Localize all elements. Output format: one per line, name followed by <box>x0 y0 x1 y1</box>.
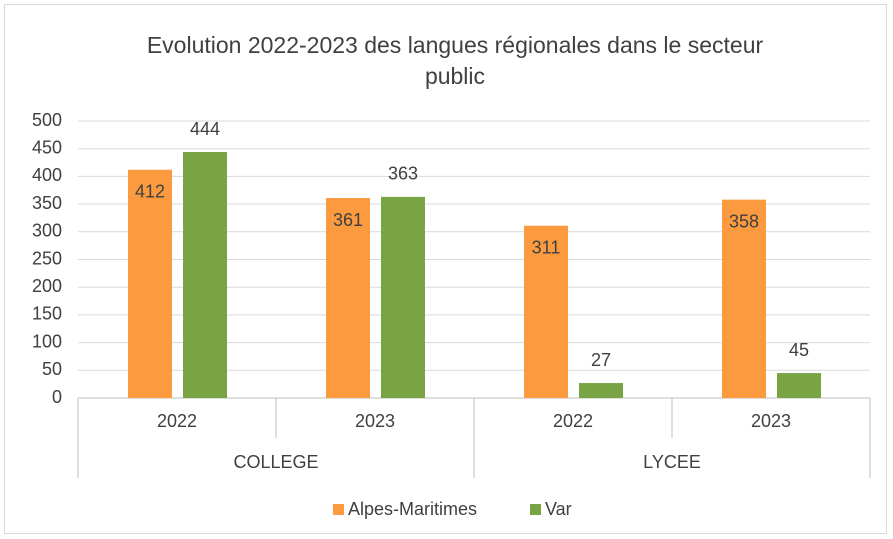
legend-swatch <box>530 504 541 515</box>
x-tick-label: 2023 <box>355 411 395 431</box>
bar <box>777 373 821 398</box>
y-tick-label: 350 <box>32 193 62 213</box>
group-label: LYCEE <box>643 452 701 472</box>
y-tick-label: 300 <box>32 221 62 241</box>
y-tick-label: 500 <box>32 110 62 130</box>
data-label: 311 <box>532 237 561 257</box>
bar <box>579 383 623 398</box>
y-tick-label: 0 <box>52 387 62 407</box>
chart-frame <box>4 4 887 534</box>
data-label: 358 <box>729 211 759 231</box>
y-tick-label: 200 <box>32 276 62 296</box>
bar <box>524 225 568 398</box>
y-tick-label: 150 <box>32 304 62 324</box>
bar <box>722 199 766 398</box>
chart-title: Evolution 2022-2023 des langues régional… <box>146 32 764 89</box>
y-tick-label: 450 <box>32 137 62 157</box>
bar <box>381 196 425 398</box>
data-label: 412 <box>135 182 165 202</box>
y-tick-label: 100 <box>32 331 62 351</box>
x-tick-label: 2022 <box>157 411 197 431</box>
x-tick-label: 2023 <box>751 411 791 431</box>
data-label: 363 <box>388 164 418 184</box>
legend-label: Alpes-Maritimes <box>348 499 477 519</box>
x-tick-label: 2022 <box>553 411 593 431</box>
legend-swatch <box>333 504 344 515</box>
y-tick-label: 50 <box>42 359 62 379</box>
data-label: 45 <box>789 340 809 360</box>
bar <box>183 152 227 398</box>
y-tick-label: 400 <box>32 165 62 185</box>
y-tick-label: 250 <box>32 248 62 268</box>
bar <box>326 198 370 398</box>
data-label: 27 <box>591 350 611 370</box>
group-label: COLLEGE <box>233 452 318 472</box>
data-label: 361 <box>333 210 363 230</box>
legend-label: Var <box>545 499 572 519</box>
bar <box>128 169 172 398</box>
data-label: 444 <box>190 119 220 139</box>
